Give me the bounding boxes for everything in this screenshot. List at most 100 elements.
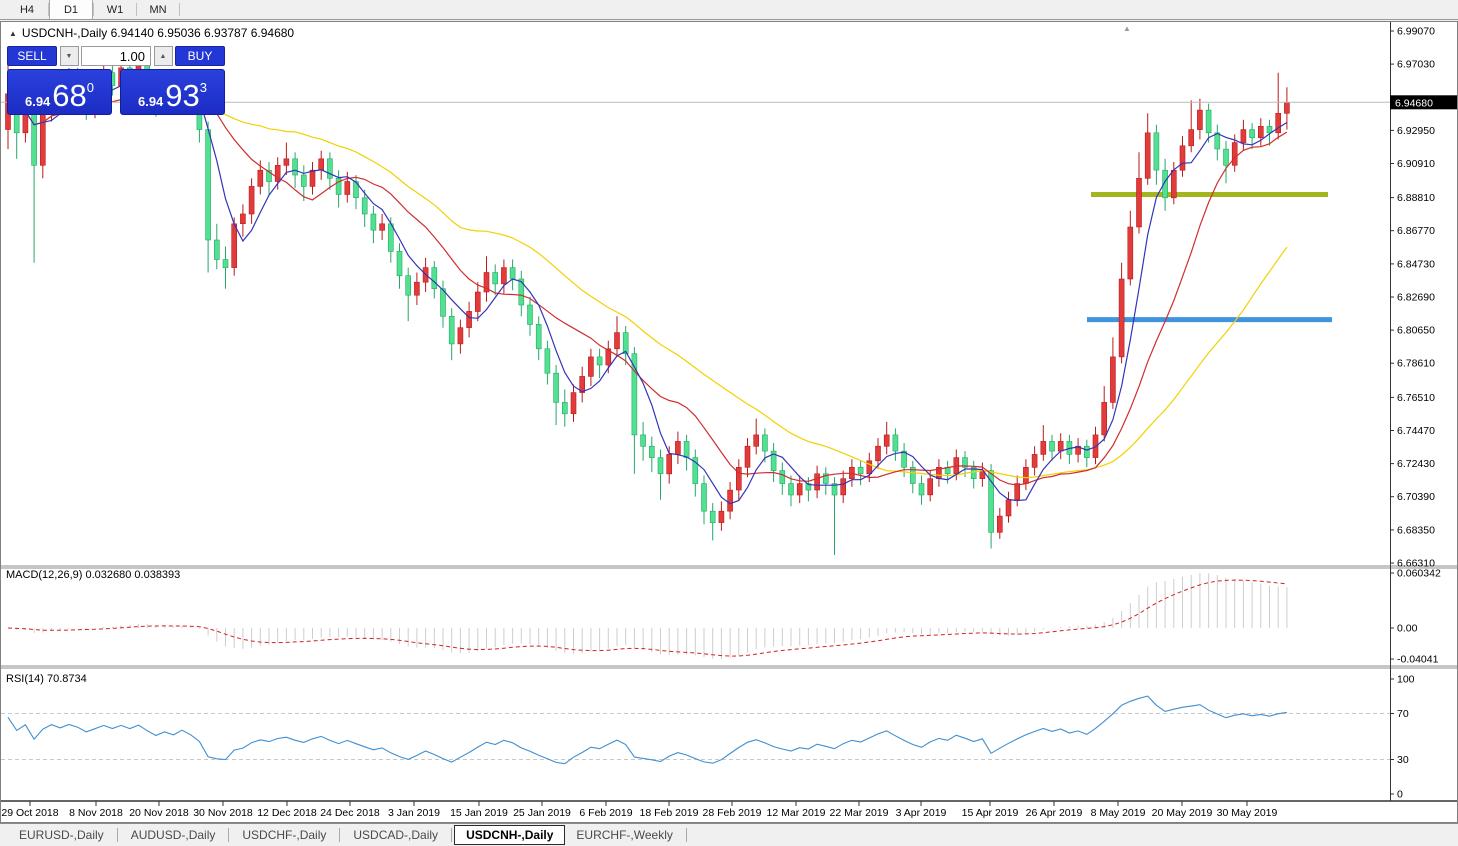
svg-text:6.84730: 6.84730 [1397,258,1435,270]
svg-text:6.97030: 6.97030 [1397,59,1435,71]
chart-window: 6.99070 6.97030 6.92950 6.90910 6.88810 6.867… [0,21,1458,823]
tab-audusd-daily[interactable]: AUDUSD-,Daily [130,828,216,842]
svg-text:30: 30 [1397,754,1409,766]
svg-text:26 Apr 2019: 26 Apr 2019 [1026,807,1083,819]
svg-text:6.72430: 6.72430 [1397,458,1435,470]
trade-prices-row: 6.94 68 0 6.94 93 3 [7,69,225,115]
macd-histogram [16,573,1288,659]
svg-text:12 Dec 2018: 12 Dec 2018 [257,807,317,819]
svg-text:6.76510: 6.76510 [1397,392,1435,404]
pane-separators[interactable] [1,22,1457,802]
volume-input[interactable] [81,46,151,66]
svg-text:30 May 2019: 30 May 2019 [1217,807,1278,819]
sell-price-main: 68 [52,78,87,113]
trade-controls-row: SELL ▼ ▲ BUY [7,46,225,66]
svg-text:6.74470: 6.74470 [1397,425,1435,437]
tab-divider [116,828,118,842]
sell-price-prefix: 6.94 [24,94,51,109]
svg-text:6.78610: 6.78610 [1397,358,1435,370]
buy-price-prefix: 6.94 [137,94,164,109]
macd-axis: 0.060342 0.00 -0.04041 [1390,568,1441,666]
svg-text:6.70390: 6.70390 [1397,491,1435,503]
chart-title: ▲ USDCNH-,Daily 6.94140 6.95036 6.93787 6… [9,26,295,40]
rsi-levels [1,713,1390,760]
buy-price-main: 93 [165,78,200,113]
svg-text:12 Mar 2019: 12 Mar 2019 [767,807,826,819]
tab-usdcad-daily[interactable]: USDCAD-,Daily [353,828,439,842]
ma-slow-line [7,93,1288,479]
buy-button[interactable]: BUY [175,46,225,66]
svg-text:6.80650: 6.80650 [1397,325,1435,337]
svg-text:30 Nov 2018: 30 Nov 2018 [193,807,253,819]
chart-canvas: 6.99070 6.97030 6.92950 6.90910 6.88810 6.867… [1,22,1457,819]
svg-text:70: 70 [1397,708,1409,720]
toolbar-divider [48,3,49,16]
svg-text:-0.04041: -0.04041 [1397,654,1439,666]
candlestick-series [5,51,1290,555]
volume-decrease-button[interactable]: ▼ [59,46,79,66]
svg-text:28 Feb 2019: 28 Feb 2019 [703,807,762,819]
toolbar-divider [179,3,180,16]
svg-text:6.86770: 6.86770 [1397,225,1435,237]
svg-text:6.88810: 6.88810 [1397,192,1435,204]
svg-text:6 Feb 2019: 6 Feb 2019 [579,807,632,819]
timeframe-tab-w1[interactable]: W1 [106,3,124,16]
buy-price-button[interactable]: 6.94 93 3 [120,69,225,115]
tab-divider [685,828,687,842]
svg-text:8 May 2019: 8 May 2019 [1091,807,1146,819]
svg-text:6.92950: 6.92950 [1397,125,1435,137]
sell-price-button[interactable]: 6.94 68 0 [7,69,112,115]
symbol-tab-bar: EURUSD-,Daily AUDUSD-,Daily USDCHF-,Dail… [0,823,1458,846]
tab-divider [451,828,453,842]
svg-text:20 Nov 2018: 20 Nov 2018 [129,807,189,819]
svg-text:3 Jan 2019: 3 Jan 2019 [388,807,440,819]
ma-mid-line [7,84,1288,486]
svg-text:0.060342: 0.060342 [1397,568,1441,580]
svg-text:25 Jan 2019: 25 Jan 2019 [513,807,571,819]
sell-button[interactable]: SELL [7,46,57,66]
svg-text:8 Nov 2018: 8 Nov 2018 [69,807,123,819]
svg-text:100: 100 [1397,674,1415,686]
subwindow-arrow-icon[interactable]: ▲ [1123,24,1131,33]
tab-eurchf-weekly[interactable]: EURCHF-,Weekly [576,828,673,842]
rsi-line [7,695,1287,765]
svg-text:6.66310: 6.66310 [1397,558,1435,570]
svg-text:6.94680: 6.94680 [1395,97,1433,109]
sell-price-pip: 0 [86,80,95,95]
rsi-axis: 100 70 30 0 [1390,674,1415,801]
svg-text:15 Apr 2019: 15 Apr 2019 [962,807,1019,819]
svg-text:24 Dec 2018: 24 Dec 2018 [320,807,380,819]
macd-signal-line [7,579,1287,657]
ma-fast-line [7,73,1288,505]
volume-increase-button[interactable]: ▲ [153,46,173,66]
svg-text:22 Mar 2019: 22 Mar 2019 [830,807,889,819]
macd-indicator-label: MACD(12,26,9) 0.032680 0.038393 [6,569,181,581]
svg-text:18 Feb 2019: 18 Feb 2019 [640,807,699,819]
timeframe-tab-d1[interactable]: D1 [49,0,93,19]
svg-text:0.00: 0.00 [1397,623,1418,635]
timeframe-tab-h4[interactable]: H4 [19,3,35,16]
svg-text:6.90910: 6.90910 [1397,158,1435,170]
svg-text:0: 0 [1397,789,1403,801]
svg-text:29 Oct 2018: 29 Oct 2018 [1,807,58,819]
tab-usdchf-daily[interactable]: USDCHF-,Daily [242,828,327,842]
svg-text:3 Apr 2019: 3 Apr 2019 [896,807,947,819]
bid-price-tag: 6.94680 [1390,95,1457,110]
collapse-triangle-icon[interactable]: ▲ [9,29,17,38]
svg-text:6.82690: 6.82690 [1397,292,1435,304]
svg-text:20 May 2019: 20 May 2019 [1152,807,1213,819]
buy-price-pip: 3 [199,80,208,95]
timeframe-tab-mn[interactable]: MN [149,3,167,16]
horizontal-ray-lines[interactable] [1087,192,1332,323]
price-axis[interactable]: 6.99070 6.97030 6.92950 6.90910 6.88810 6.867… [1390,26,1435,570]
date-axis[interactable]: 29 Oct 2018 8 Nov 2018 20 Nov 2018 30 Nov 2… [1,801,1278,819]
svg-text:6.99070: 6.99070 [1397,26,1435,38]
toolbar-divider [136,3,137,16]
tab-usdcnh-daily[interactable]: USDCNH-,Daily [454,825,566,845]
tab-divider [228,828,230,842]
rsi-indicator-label: RSI(14) 70.8734 [6,673,87,685]
tab-eurusd-daily[interactable]: EURUSD-,Daily [19,828,104,842]
svg-text:6.68350: 6.68350 [1397,524,1435,536]
